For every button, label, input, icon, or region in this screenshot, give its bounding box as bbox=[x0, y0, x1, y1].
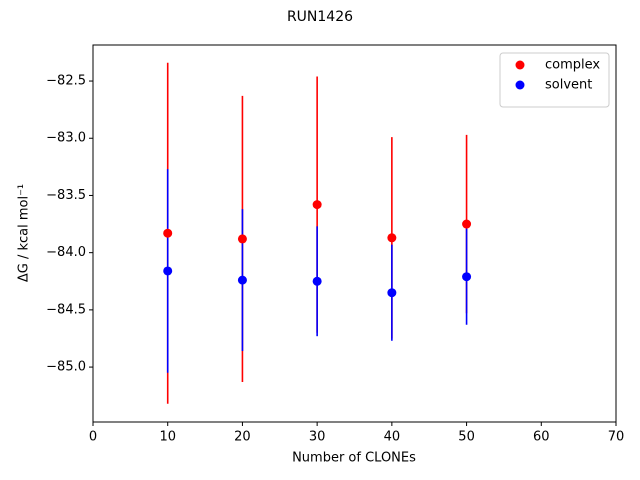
x-tick-label: 70 bbox=[608, 430, 625, 445]
x-tick-label: 50 bbox=[458, 430, 475, 445]
data-point bbox=[163, 228, 173, 238]
data-point bbox=[237, 275, 247, 285]
data-point bbox=[462, 219, 472, 229]
data-point bbox=[312, 276, 322, 286]
data-point bbox=[387, 233, 397, 243]
y-tick-label: −85.0 bbox=[46, 360, 86, 375]
legend-marker bbox=[515, 80, 525, 90]
x-tick-label: 60 bbox=[533, 430, 550, 445]
legend-marker bbox=[515, 60, 525, 70]
legend-label: solvent bbox=[545, 78, 592, 93]
data-point bbox=[462, 272, 472, 282]
y-tick-label: −83.5 bbox=[46, 188, 86, 203]
x-tick-label: 30 bbox=[309, 430, 326, 445]
x-tick-label: 0 bbox=[89, 430, 97, 445]
x-tick-label: 10 bbox=[159, 430, 176, 445]
legend-box bbox=[499, 52, 610, 108]
y-tick-label: −84.0 bbox=[46, 245, 86, 260]
y-tick-label: −83.0 bbox=[46, 131, 86, 146]
x-axis-label: Number of CLONEs bbox=[292, 451, 416, 466]
y-tick-label: −84.5 bbox=[46, 302, 86, 317]
data-point bbox=[387, 288, 397, 298]
plot-frame bbox=[92, 44, 617, 423]
x-tick-label: 40 bbox=[384, 430, 401, 445]
chart-title: RUN1426 bbox=[287, 9, 353, 25]
data-point bbox=[163, 266, 173, 276]
legend-label: complex bbox=[545, 58, 600, 73]
x-tick-label: 20 bbox=[234, 430, 251, 445]
y-axis-label: ΔG / kcal mol⁻¹ bbox=[17, 184, 32, 282]
y-tick-label: −82.5 bbox=[46, 74, 86, 89]
data-point bbox=[237, 234, 247, 244]
data-point bbox=[312, 200, 322, 210]
